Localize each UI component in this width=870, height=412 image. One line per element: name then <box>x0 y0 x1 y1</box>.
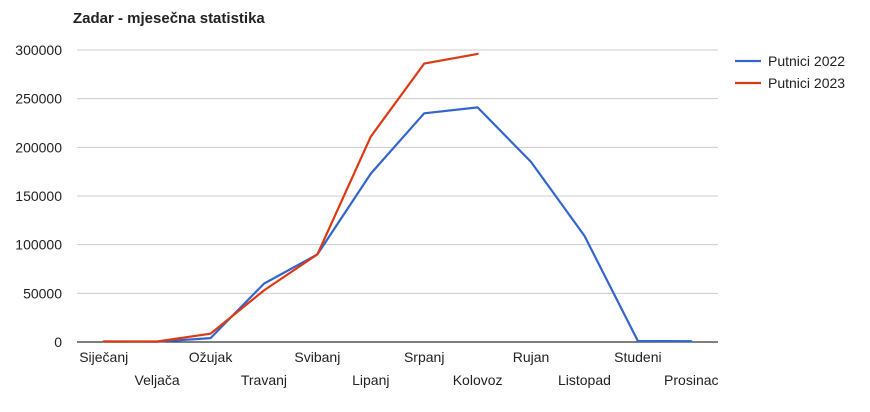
y-tick-label: 50000 <box>23 285 62 301</box>
y-tick-label: 200000 <box>15 139 62 155</box>
y-tick-label: 150000 <box>15 188 62 204</box>
y-axis: 0 50000 100000 150000 200000 250000 300000 <box>15 42 62 350</box>
legend: Putnici 2022 Putnici 2023 <box>735 53 845 91</box>
y-tick-label: 300000 <box>15 42 62 58</box>
y-tick-label: 100000 <box>15 237 62 253</box>
x-tick-label: Prosinac <box>664 372 718 388</box>
y-tick-label: 0 <box>54 334 62 350</box>
legend-label: Putnici 2023 <box>768 75 845 91</box>
x-tick-label: Travanj <box>241 372 287 388</box>
y-tick-label: 250000 <box>15 91 62 107</box>
series-lines <box>102 52 693 343</box>
legend-label: Putnici 2022 <box>768 53 845 69</box>
x-tick-label: Siječanj <box>79 349 128 365</box>
x-tick-label: Ožujak <box>189 349 234 365</box>
x-tick-label: Srpanj <box>404 349 444 365</box>
gridlines <box>77 49 718 343</box>
x-tick-label: Listopad <box>558 372 611 388</box>
x-tick-label: Rujan <box>513 349 550 365</box>
series-line-1 <box>102 106 693 343</box>
x-tick-label: Lipanj <box>352 372 389 388</box>
series-line-2 <box>102 52 479 343</box>
chart-title: Zadar - mjesečna statistika <box>73 10 265 27</box>
x-axis: Siječanj Veljača Ožujak Travanj Svibanj Lipan… <box>79 349 718 388</box>
x-tick-label: Kolovoz <box>453 372 503 388</box>
x-tick-label: Svibanj <box>294 349 340 365</box>
x-tick-label: Studeni <box>614 349 661 365</box>
x-tick-label: Veljača <box>135 372 180 388</box>
